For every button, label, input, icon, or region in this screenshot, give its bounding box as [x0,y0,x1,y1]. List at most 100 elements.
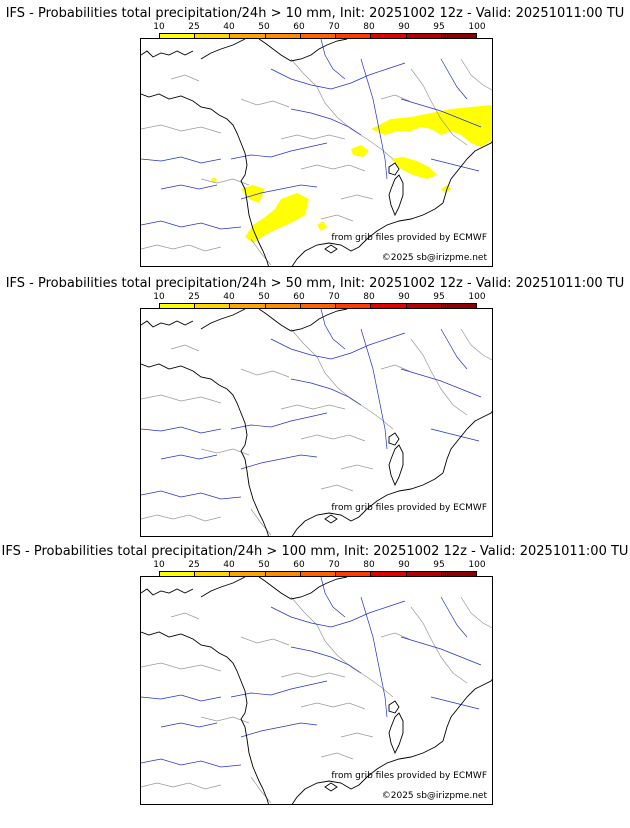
river [430,428,480,442]
coastline [141,588,194,596]
scale-swatch [230,572,266,578]
river [240,722,318,738]
coastline [324,244,338,254]
scale-swatch [371,34,407,40]
scale-label: 25 [188,560,200,570]
europe-map: from grib files provided by ECMWF ©2025 … [140,38,493,267]
grib-credit: from grib files provided by ECMWF [331,503,487,513]
river [400,98,482,128]
coastline [442,410,492,474]
admin-border [320,214,354,222]
coastline [141,631,269,804]
europe-map: from grib files provided by ECMWF [140,308,493,537]
river [141,490,242,500]
admin-border [240,98,290,108]
scale-label: 40 [223,560,235,570]
admin-border [250,508,272,536]
admin-border [320,752,354,760]
coastline [291,740,444,804]
admin-border [240,368,290,378]
admin-border [240,636,290,646]
scale-label: 100 [468,292,486,302]
scale-swatch [441,304,476,310]
map-panel-50mm: IFS - Probabilities total precipitation/… [0,276,630,544]
river [230,142,328,160]
coastline [388,162,400,176]
scale-swatch [371,572,407,578]
scale-label: 95 [433,22,445,32]
admin-border [410,338,468,416]
admin-border [380,364,410,372]
river [141,220,242,230]
river [400,636,482,666]
admin-border [410,606,468,684]
coastline [291,472,444,536]
admin-border [250,776,272,804]
scale-label: 25 [188,22,200,32]
admin-border [300,434,366,442]
map-panel-100mm: IFS - Probabilities total precipitation/… [0,544,630,812]
scale-swatch [195,572,231,578]
admin-border [280,134,346,140]
scale-label: 90 [398,292,410,302]
scale-labels: 10 25 40 50 60 70 80 90 95 100 [153,292,485,304]
admin-border [380,632,410,640]
river [440,596,468,638]
coastline [291,202,444,266]
river [360,328,388,450]
coastline [388,432,400,446]
coastline [442,140,492,204]
river [320,39,346,80]
scale-swatch [195,304,231,310]
admin-border [141,124,222,134]
scale-label: 50 [258,22,270,32]
precipitation-area [317,221,327,231]
admin-border [141,782,222,790]
river [160,454,218,460]
precipitation-area [441,185,451,193]
scale-label: 40 [223,22,235,32]
panel-title: IFS - Probabilities total precipitation/… [5,6,625,21]
admin-border [250,238,272,266]
copyright-credit: ©2025 sb@irizpme.net [381,253,487,263]
river [320,577,346,618]
admin-border [340,464,374,470]
europe-map: from grib files provided by ECMWF ©2025 … [140,576,493,805]
panel-title: IFS - Probabilities total precipitation/… [1,544,629,559]
admin-border [141,394,222,404]
scale-label: 60 [293,22,305,32]
scale-swatch [406,572,442,578]
admin-border [280,404,346,410]
admin-border [300,164,366,172]
scale-swatch [160,304,196,310]
scale-swatch [160,572,196,578]
precipitation-area [245,193,309,243]
scale-label: 95 [433,292,445,302]
scale-swatch [195,34,231,40]
scale-swatch [406,34,442,40]
scale-swatch [265,34,301,40]
scale-label: 40 [223,292,235,302]
scale-swatch [160,34,196,40]
coastline [388,444,404,487]
scale-label: 70 [328,22,340,32]
admin-border [460,596,492,629]
admin-border [280,672,346,678]
scale-swatch [300,572,337,578]
admin-border [340,194,374,200]
scale-label: 50 [258,560,270,570]
scale-swatch [300,304,337,310]
scale-label: 90 [398,22,410,32]
river [160,184,218,190]
river [400,368,482,398]
scale-swatch [265,304,301,310]
admin-border [460,328,492,361]
coastline [258,309,348,332]
admin-border [320,484,354,492]
admin-border [290,58,394,160]
scale-label: 100 [468,560,486,570]
scale-label: 95 [433,560,445,570]
river [430,696,480,710]
scale-label: 80 [363,292,375,302]
admin-border [290,328,394,430]
